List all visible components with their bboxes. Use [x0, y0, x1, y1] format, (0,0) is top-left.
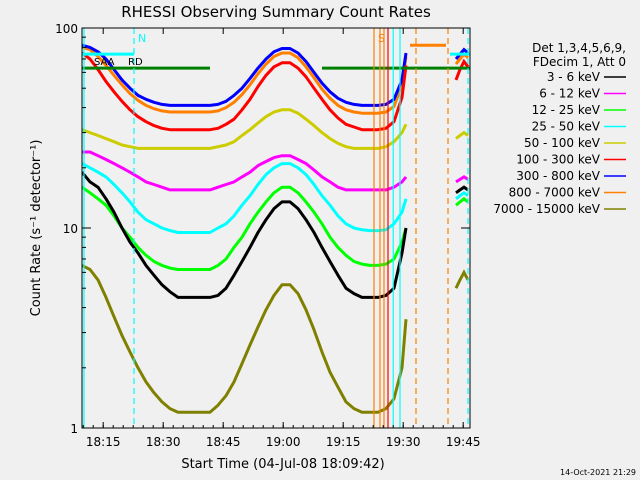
- series-layer: [82, 43, 470, 414]
- series-late-segment-50-100-kev: [455, 130, 469, 140]
- x-tick-label-18-15: 18:15: [86, 435, 121, 449]
- y-tick-label-1: 1: [70, 422, 78, 436]
- x-tick-label-19-00: 19:00: [266, 435, 301, 449]
- series-late-segment-7000-15000-kev: [454, 269, 470, 289]
- legend-label-800-7000-kev: 800 - 7000 keV: [509, 186, 601, 200]
- marker-label-s: S: [378, 32, 385, 45]
- series-line-3-6-kev: [82, 171, 408, 299]
- x-axis-label: Start Time (04-Jul-08 18:09:42): [181, 457, 384, 472]
- legend-label-300-800-kev: 300 - 800 keV: [516, 169, 600, 183]
- x-tick-label-19-45: 19:45: [446, 435, 481, 449]
- series-late-segment-6-12-kev: [455, 175, 469, 184]
- region-label-saa: SAA: [94, 57, 115, 68]
- series-late-segment-100-300-kev: [454, 58, 470, 81]
- y-tick-label-10: 10: [63, 222, 78, 236]
- series-line-6-12-kev: [82, 150, 408, 192]
- legend-label-12-25-kev: 12 - 25 keV: [532, 103, 601, 117]
- legend-label-3-6-kev: 3 - 6 keV: [547, 70, 601, 84]
- series-late-segment-3-6-kev: [455, 185, 469, 195]
- legend-label-100-300-kev: 100 - 300 keV: [516, 153, 600, 167]
- series-line-12-25-kev: [82, 185, 408, 271]
- legend-label-7000-15000-kev: 7000 - 15000 keV: [493, 202, 600, 216]
- y-tick-label-100: 100: [55, 22, 78, 36]
- legend-label-50-100-kev: 50 - 100 keV: [524, 136, 601, 150]
- legend-header-line-2: FDecim 1, Att 0: [533, 55, 626, 69]
- x-tick-label-19-30: 19:30: [386, 435, 421, 449]
- series-late-segment-800-7000-kev: [454, 52, 469, 66]
- legend: Det 1,3,4,5,6,9, FDecim 1, Att 0 3 - 6 k…: [493, 41, 626, 216]
- chart-title: RHESSI Observing Summary Count Rates: [121, 3, 431, 21]
- region-label-rd: RD: [128, 57, 143, 68]
- y-axis-label: Count Rate (s⁻¹ detector⁻¹): [29, 140, 44, 317]
- series-late-segment-12-25-kev: [455, 196, 469, 207]
- series-line-300-800-kev: [82, 43, 408, 107]
- series-line-50-100-kev: [82, 108, 408, 150]
- legend-label-25-50-kev: 25 - 50 keV: [532, 120, 601, 134]
- timestamp: 14-Oct-2021 21:29: [560, 468, 636, 477]
- series-late-segment-25-50-kev: [455, 190, 469, 200]
- series-late-segment-300-800-kev: [454, 47, 469, 60]
- legend-label-6-12-kev: 6 - 12 keV: [539, 87, 601, 101]
- series-line-800-7000-kev: [82, 45, 408, 115]
- x-tick-label-18-30: 18:30: [146, 435, 181, 449]
- axis-layer: 18:15 18:30 18:45 19:00 19:15 19:30 19:45 1 10 10…: [55, 22, 480, 449]
- x-tick-label-18-45: 18:45: [206, 435, 241, 449]
- series-line-25-50-kev: [82, 162, 408, 234]
- x-tick-label-19-15: 19:15: [326, 435, 361, 449]
- series-line-100-300-kev: [82, 51, 408, 132]
- legend-header-line-1: Det 1,3,4,5,6,9,: [532, 41, 626, 55]
- series-line-7000-15000-kev: [82, 264, 408, 414]
- legend-items: 3 - 6 keV 6 - 12 keV 12 - 25 keV 25 - 50 ke…: [493, 70, 626, 216]
- marker-label-n: N: [138, 32, 146, 45]
